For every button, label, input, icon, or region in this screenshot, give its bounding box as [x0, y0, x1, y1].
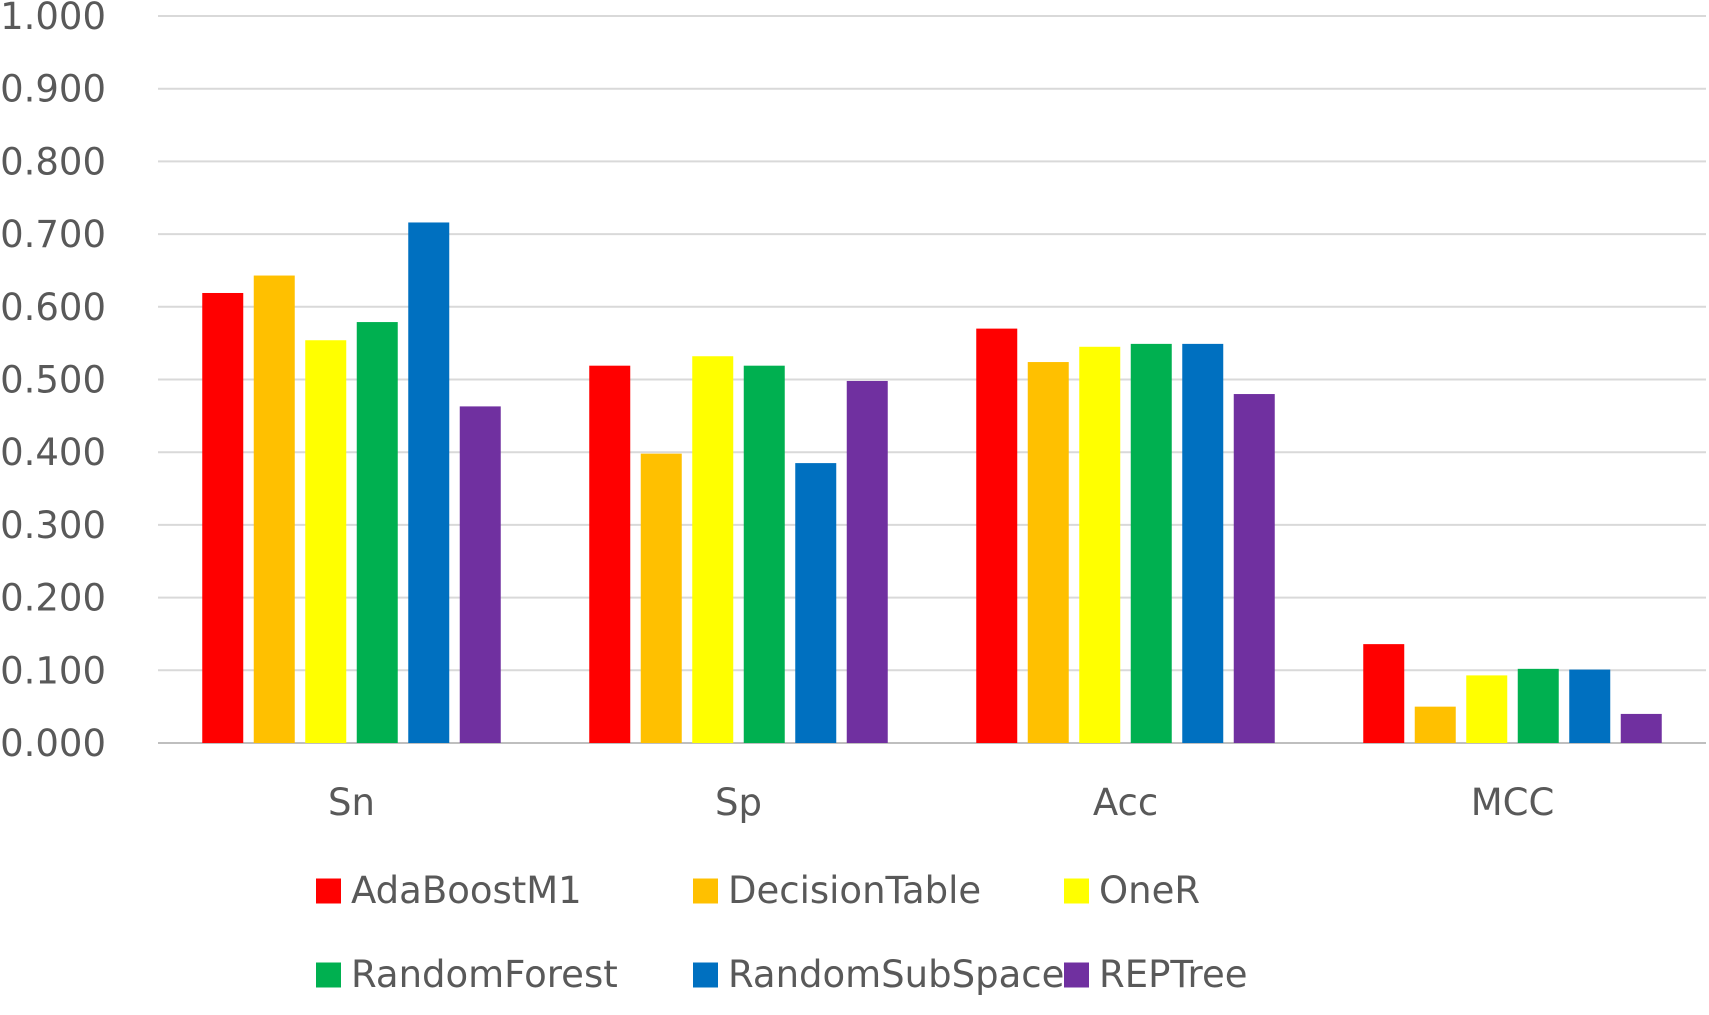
legend-label: AdaBoostM1: [351, 869, 582, 912]
x-tick-label: Acc: [1093, 781, 1158, 824]
bar-reptree-mcc: [1620, 713, 1662, 743]
y-tick-label: 0.900: [0, 68, 106, 111]
bar-adaboostm1-sn: [202, 292, 244, 743]
bar-reptree-acc: [1233, 394, 1275, 743]
legend-item-randomforest: RandomForest: [316, 953, 618, 996]
bar-randomsubspace-acc: [1182, 343, 1224, 743]
y-tick-label: 0.700: [0, 213, 106, 256]
y-tick-label: 0.800: [0, 140, 106, 183]
bar-randomforest-mcc: [1517, 668, 1559, 743]
bar-reptree-sn: [459, 406, 501, 743]
bar-oner-mcc: [1466, 675, 1508, 743]
bar-randomforest-sn: [356, 322, 398, 743]
bar-oner-sp: [692, 356, 734, 743]
bar-decisiontable-sp: [640, 453, 682, 743]
y-tick-label: 0.000: [0, 722, 106, 765]
legend-item-randomsubspace: RandomSubSpace: [693, 953, 1064, 996]
bar-adaboostm1-mcc: [1363, 644, 1405, 743]
legend-swatch: [1064, 962, 1089, 988]
bar-oner-sn: [305, 340, 347, 743]
legend-swatch: [1064, 878, 1089, 904]
legend: AdaBoostM1 DecisionTable OneR RandomForest R…: [316, 869, 1248, 996]
x-tick-label: MCC: [1471, 781, 1555, 824]
legend-item-oner: OneR: [1064, 869, 1200, 912]
legend-label: RandomForest: [351, 953, 618, 996]
legend-swatch: [316, 962, 341, 988]
y-tick-label: 0.300: [0, 504, 106, 547]
bar-adaboostm1-acc: [976, 328, 1018, 743]
bars: [202, 222, 1662, 743]
bar-randomsubspace-sn: [408, 222, 450, 743]
legend-swatch: [693, 962, 718, 988]
legend-label: DecisionTable: [728, 869, 981, 912]
bar-randomforest-acc: [1130, 343, 1172, 743]
y-tick-label: 0.400: [0, 431, 106, 474]
bar-decisiontable-mcc: [1414, 706, 1456, 743]
y-axis-ticks: 0.000 0.100 0.200 0.300 0.400 0.500 0.600 0.700…: [0, 0, 106, 765]
legend-item-reptree: REPTree: [1064, 953, 1248, 996]
x-axis-ticks: Sn Sp Acc MCC: [328, 781, 1554, 824]
bar-adaboostm1-sp: [589, 365, 631, 743]
legend-swatch: [693, 878, 718, 904]
x-tick-label: Sp: [715, 781, 762, 824]
y-tick-label: 0.500: [0, 359, 106, 402]
legend-item-adaboostm1: AdaBoostM1: [316, 869, 582, 912]
bar-randomsubspace-sp: [795, 463, 837, 743]
legend-label: RandomSubSpace: [728, 953, 1064, 996]
legend-swatch: [316, 878, 341, 904]
bar-decisiontable-sn: [253, 275, 295, 743]
y-tick-label: 0.600: [0, 286, 106, 329]
bar-randomsubspace-mcc: [1569, 669, 1611, 743]
bar-oner-acc: [1079, 346, 1121, 743]
bar-decisiontable-acc: [1027, 362, 1069, 743]
legend-item-decisiontable: DecisionTable: [693, 869, 981, 912]
bar-reptree-sp: [846, 380, 888, 743]
legend-label: OneR: [1099, 869, 1200, 912]
legend-label: REPTree: [1099, 953, 1248, 996]
x-tick-label: Sn: [328, 781, 375, 824]
y-tick-label: 1.000: [0, 0, 106, 38]
y-tick-label: 0.100: [0, 649, 106, 692]
bar-randomforest-sp: [743, 365, 785, 743]
y-tick-label: 0.200: [0, 577, 106, 620]
